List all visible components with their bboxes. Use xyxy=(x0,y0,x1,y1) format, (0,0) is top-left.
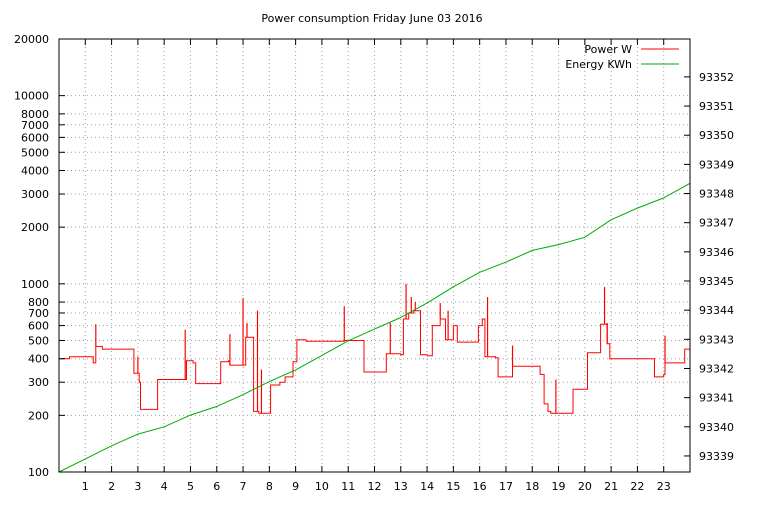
x-tick-label: 18 xyxy=(525,480,539,493)
y-right-tick-label: 93347 xyxy=(699,217,734,230)
x-tick-label: 6 xyxy=(213,480,220,493)
x-tick-label: 4 xyxy=(161,480,168,493)
x-tick-label: 3 xyxy=(134,480,141,493)
y-right-tick-label: 93348 xyxy=(699,188,734,201)
y-right-tick-label: 93351 xyxy=(699,100,734,113)
y-right-tick-label: 93341 xyxy=(699,392,734,405)
y-left-tick-label: 2000 xyxy=(21,221,49,234)
y-right-tick-label: 93344 xyxy=(699,304,734,317)
y-left-tick-label: 200 xyxy=(28,409,49,422)
y-left-tick-label: 5000 xyxy=(21,146,49,159)
y-left-tick-label: 8000 xyxy=(21,108,49,121)
y-left-tick-label: 7000 xyxy=(21,119,49,132)
x-tick-label: 1 xyxy=(82,480,89,493)
legend-label: Power W xyxy=(584,43,632,56)
x-tick-label: 11 xyxy=(341,480,355,493)
y-left-tick-label: 10000 xyxy=(14,90,49,103)
y-left-tick-label: 1000 xyxy=(21,278,49,291)
y-left-tick-label: 20000 xyxy=(14,33,49,46)
chart-title: Power consumption Friday June 03 2016 xyxy=(261,12,482,25)
y-left-tick-label: 300 xyxy=(28,376,49,389)
x-tick-label: 16 xyxy=(473,480,487,493)
y-right-tick-label: 93340 xyxy=(699,421,734,434)
y-right-tick-label: 93346 xyxy=(699,246,734,259)
y-left-tick-label: 6000 xyxy=(21,131,49,144)
x-tick-label: 23 xyxy=(657,480,671,493)
x-tick-label: 2 xyxy=(108,480,115,493)
x-tick-label: 9 xyxy=(292,480,299,493)
grid xyxy=(59,39,690,472)
x-tick-label: 10 xyxy=(315,480,329,493)
series-line xyxy=(58,182,691,473)
plot-series xyxy=(58,182,691,473)
y-left-tick-label: 400 xyxy=(28,353,49,366)
y-left-tick-label: 4000 xyxy=(21,165,49,178)
y-right-tick-label: 93349 xyxy=(699,158,734,171)
y-left-tick-label: 700 xyxy=(28,307,49,320)
y-left-tick-label: 3000 xyxy=(21,188,49,201)
y-right-tick-label: 93345 xyxy=(699,275,734,288)
x-tick-label: 13 xyxy=(394,480,408,493)
x-tick-label: 8 xyxy=(266,480,273,493)
x-tick-label: 19 xyxy=(552,480,566,493)
y-right-tick-label: 93342 xyxy=(699,362,734,375)
y-right-tick-label: 93352 xyxy=(699,71,734,84)
y-right-tick-label: 93343 xyxy=(699,333,734,346)
y-right-tick-label: 93350 xyxy=(699,129,734,142)
x-tick-label: 7 xyxy=(240,480,247,493)
series-power-w xyxy=(59,283,690,414)
series-line xyxy=(59,310,690,414)
x-tick-label: 14 xyxy=(420,480,434,493)
y-left-tick-label: 500 xyxy=(28,334,49,347)
x-tick-label: 17 xyxy=(499,480,513,493)
x-tick-label: 22 xyxy=(630,480,644,493)
x-tick-label: 12 xyxy=(368,480,382,493)
y-left-tick-label: 600 xyxy=(28,320,49,333)
legend: Power W Energy KWh xyxy=(565,43,679,71)
series-energy-kwh xyxy=(58,182,691,473)
x-tick-label: 21 xyxy=(604,480,618,493)
x-tick-label: 20 xyxy=(578,480,592,493)
legend-label: Energy KWh xyxy=(565,58,632,71)
x-tick-label: 5 xyxy=(187,480,194,493)
y-right-tick-label: 93339 xyxy=(699,450,734,463)
x-tick-label: 15 xyxy=(446,480,460,493)
y-left-tick-label: 800 xyxy=(28,296,49,309)
y-left-tick-label: 100 xyxy=(28,466,49,479)
